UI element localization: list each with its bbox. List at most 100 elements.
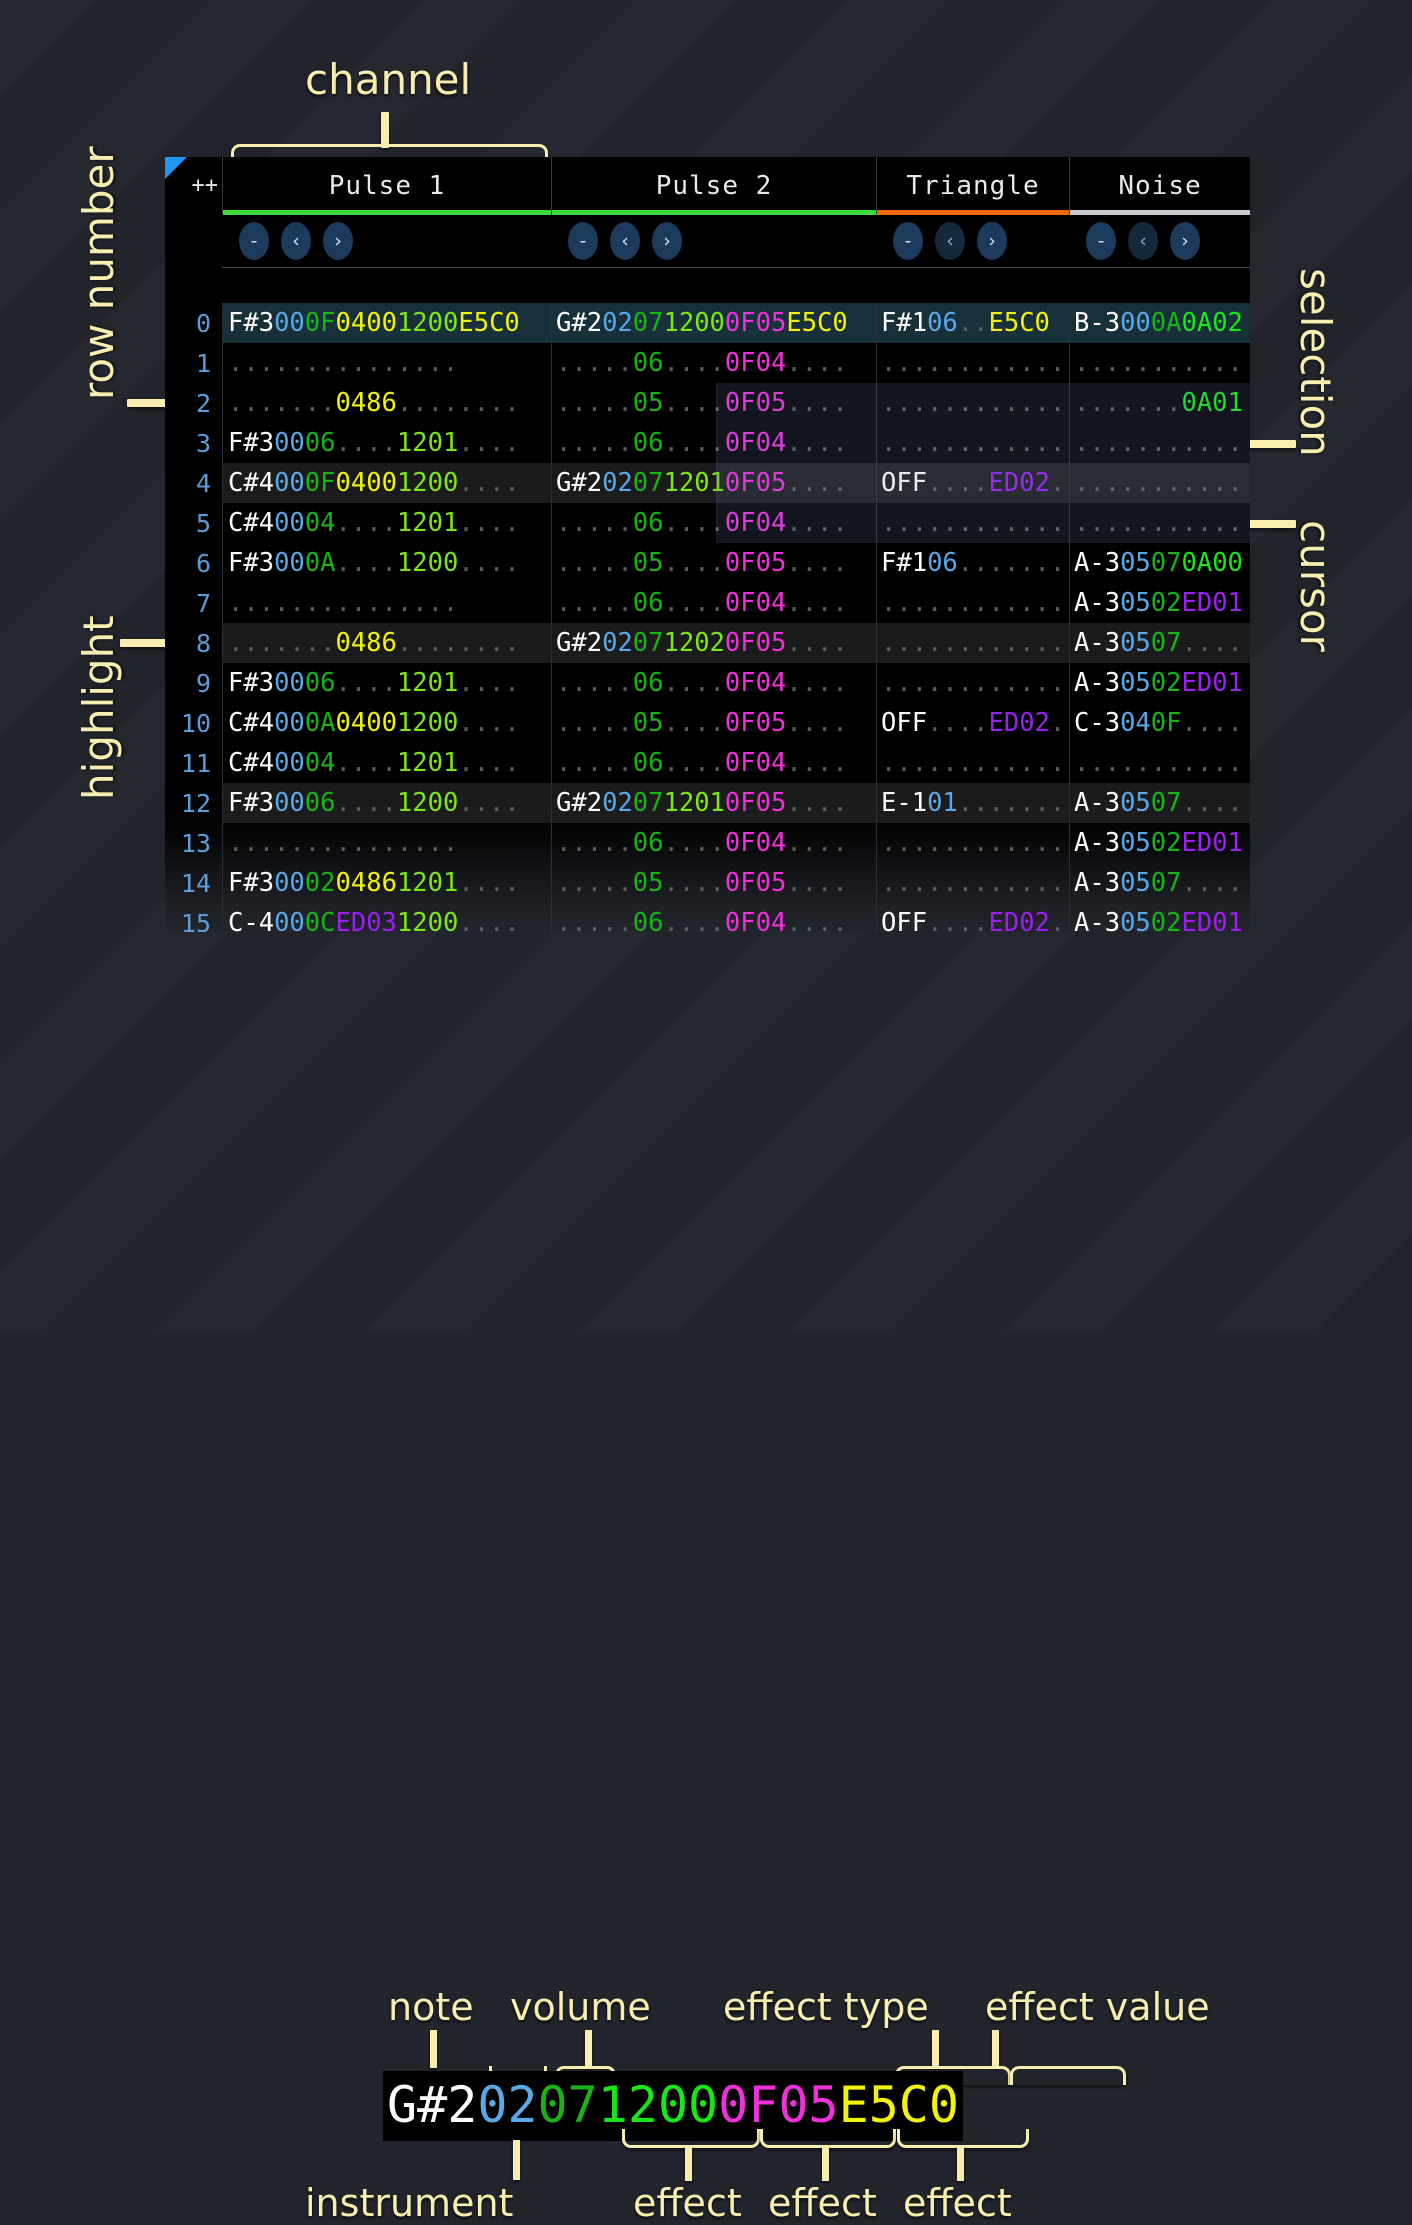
channel-header-pulse-1[interactable]: Pulse 1 (222, 157, 551, 215)
tracker-panel[interactable]: ++ Pulse 1 Pulse 2 Triangle Noise - ‹ › … (165, 157, 1250, 932)
channel-cell[interactable]: A-30502ED01 (1069, 903, 1250, 932)
channel-cell[interactable]: .............. (876, 343, 1069, 383)
channel-cell[interactable]: .....06....0F04.... (551, 503, 876, 543)
pattern-row[interactable]: 5 C#40004....1201.... .....06....0F04.....… (165, 503, 1250, 543)
channel-header-noise[interactable]: Noise (1069, 157, 1250, 215)
channel-cell[interactable]: .......0486........ (222, 383, 551, 423)
channel-cell[interactable]: E-101........ (876, 783, 1069, 823)
channel-cell[interactable]: C#4000A04001200.... (222, 703, 551, 743)
channel-cell[interactable]: B-3000A0A02 (1069, 303, 1250, 343)
channel-cell[interactable]: .....06....0F04.... (551, 663, 876, 703)
channel-cell[interactable]: .............. (876, 663, 1069, 703)
corner-marker[interactable]: ++ (165, 157, 222, 215)
channel-cell[interactable]: F#106........ (876, 543, 1069, 583)
prev-button-noise[interactable]: ‹ (1128, 222, 1158, 260)
channel-cell[interactable]: ........... (1069, 343, 1250, 383)
channel-cell[interactable]: OFF....ED02. (876, 703, 1069, 743)
channel-cell[interactable]: F#30006....1201.... (222, 423, 551, 463)
channel-cell[interactable]: A-30502ED01 (1069, 583, 1250, 623)
channel-cell[interactable]: F#106..E5C0 (876, 303, 1069, 343)
channel-cell[interactable]: .....06....0F04.... (551, 343, 876, 383)
pattern-row[interactable]: 2 .......0486........ .....05....0F05.....… (165, 383, 1250, 423)
pattern-row[interactable]: 14 F#3000204861201.... .....05....0F05....… (165, 863, 1250, 903)
mute-button-pulse-2[interactable]: - (568, 222, 598, 260)
channel-header-pulse-2[interactable]: Pulse 2 (551, 157, 876, 215)
pattern-row[interactable]: 11 C#40004....1201.... .....06....0F04....… (165, 743, 1250, 783)
pattern-row[interactable]: 1............... .....06....0F04.........… (165, 343, 1250, 383)
channel-cell[interactable]: .............. (876, 503, 1069, 543)
channel-cell[interactable]: F#3000204861201.... (222, 863, 551, 903)
channel-cell[interactable]: G#2020712020F05.... (551, 623, 876, 663)
channel-cell[interactable]: G#2020712010F05.... (551, 463, 876, 503)
channel-cell[interactable]: F#30006....1201.... (222, 663, 551, 703)
channel-cell[interactable]: OFF....ED02. (876, 903, 1069, 932)
channel-cell[interactable]: .....05....0F05.... (551, 383, 876, 423)
prev-button-pulse-1[interactable]: ‹ (281, 222, 311, 260)
channel-cell[interactable]: ........... (1069, 743, 1250, 783)
pattern-row[interactable]: 13............... .....06....0F04........… (165, 823, 1250, 863)
channel-cell[interactable]: C-4000CED031200.... (222, 903, 551, 932)
next-button-pulse-2[interactable]: › (652, 222, 682, 260)
channel-cell[interactable]: OFF....ED02. (876, 463, 1069, 503)
pattern-row[interactable]: 3 F#30006....1201.... .....06....0F04.....… (165, 423, 1250, 463)
channel-cell[interactable]: .....06....0F04.... (551, 743, 876, 783)
channel-cell[interactable]: A-30507.... (1069, 623, 1250, 663)
channel-cell[interactable]: ........... (1069, 463, 1250, 503)
mute-button-pulse-1[interactable]: - (239, 222, 269, 260)
channel-header-triangle[interactable]: Triangle (876, 157, 1069, 215)
channel-cell[interactable]: .............. (876, 743, 1069, 783)
pattern-row[interactable]: 7............... .....06....0F04.........… (165, 583, 1250, 623)
channel-cell[interactable]: ............... (222, 343, 551, 383)
pattern-row[interactable]: 6 F#3000A....1200.... .....05....0F05.... F… (165, 543, 1250, 583)
pattern-row[interactable]: 8 .......0486........ G#2020712020F05.....… (165, 623, 1250, 663)
channel-cell[interactable]: ........... (1069, 423, 1250, 463)
pattern-row[interactable]: 4 C#4000F04001200.... G#2020712010F05.... O… (165, 463, 1250, 503)
channel-cell[interactable]: C-3040F.... (1069, 703, 1250, 743)
next-button-noise[interactable]: › (1170, 222, 1200, 260)
channel-cell[interactable]: F#3000F04001200E5C0 (222, 303, 551, 343)
channel-cell[interactable]: .....06....0F04.... (551, 823, 876, 863)
channel-cell[interactable]: .....06....0F04.... (551, 423, 876, 463)
channel-cell[interactable]: ............... (222, 583, 551, 623)
channel-cell[interactable]: .............. (876, 623, 1069, 663)
channel-cell[interactable]: C#40004....1201.... (222, 743, 551, 783)
channel-cell[interactable]: A-30507.... (1069, 863, 1250, 903)
channel-cell[interactable]: C#40004....1201.... (222, 503, 551, 543)
channel-cell[interactable]: .............. (876, 863, 1069, 903)
channel-cell[interactable]: .....05....0F05.... (551, 543, 876, 583)
channel-cell[interactable]: G#2020712000F05E5C0 (551, 303, 876, 343)
channel-cell[interactable]: G#2020712010F05.... (551, 783, 876, 823)
prev-button-pulse-2[interactable]: ‹ (610, 222, 640, 260)
channel-cell[interactable]: A-305070A00 (1069, 543, 1250, 583)
channel-cell[interactable]: F#3000A....1200.... (222, 543, 551, 583)
channel-cell[interactable]: .......0486........ (222, 623, 551, 663)
channel-cell[interactable]: A-30502ED01 (1069, 823, 1250, 863)
channel-cell[interactable]: .............. (876, 583, 1069, 623)
pattern-row[interactable]: 15 C-4000CED031200.... .....06....0F04....… (165, 903, 1250, 932)
pattern-rows[interactable]: 0 F#3000F04001200E5C0 G#2020712000F05E5C0 F… (165, 303, 1250, 932)
channel-cell[interactable]: .............. (876, 823, 1069, 863)
mute-button-triangle[interactable]: - (893, 222, 923, 260)
channel-cell[interactable]: .............. (876, 423, 1069, 463)
channel-cell[interactable]: .....06....0F04.... (551, 903, 876, 932)
channel-cell[interactable]: A-30502ED01 (1069, 663, 1250, 703)
pattern-row[interactable]: 9 F#30006....1201.... .....06....0F04.....… (165, 663, 1250, 703)
pattern-row[interactable]: 0 F#3000F04001200E5C0 G#2020712000F05E5C0 F… (165, 303, 1250, 343)
row-number: 8 (195, 628, 211, 658)
channel-cell[interactable]: F#30006....1200.... (222, 783, 551, 823)
channel-cell[interactable]: A-30507.... (1069, 783, 1250, 823)
channel-cell[interactable]: .....05....0F05.... (551, 863, 876, 903)
channel-cell[interactable]: ............... (222, 823, 551, 863)
pattern-row[interactable]: 12 F#30006....1200.... G#2020712010F05....… (165, 783, 1250, 823)
mute-button-noise[interactable]: - (1086, 222, 1116, 260)
channel-cell[interactable]: .............. (876, 383, 1069, 423)
next-button-triangle[interactable]: › (977, 222, 1007, 260)
next-button-pulse-1[interactable]: › (323, 222, 353, 260)
channel-cell[interactable]: .....05....0F05.... (551, 703, 876, 743)
prev-button-triangle[interactable]: ‹ (935, 222, 965, 260)
channel-cell[interactable]: .......0A01 (1069, 383, 1250, 423)
channel-cell[interactable]: ........... (1069, 503, 1250, 543)
channel-cell[interactable]: C#4000F04001200.... (222, 463, 551, 503)
channel-cell[interactable]: .....06....0F04.... (551, 583, 876, 623)
pattern-row[interactable]: 10 C#4000A04001200.... .....05....0F05....… (165, 703, 1250, 743)
